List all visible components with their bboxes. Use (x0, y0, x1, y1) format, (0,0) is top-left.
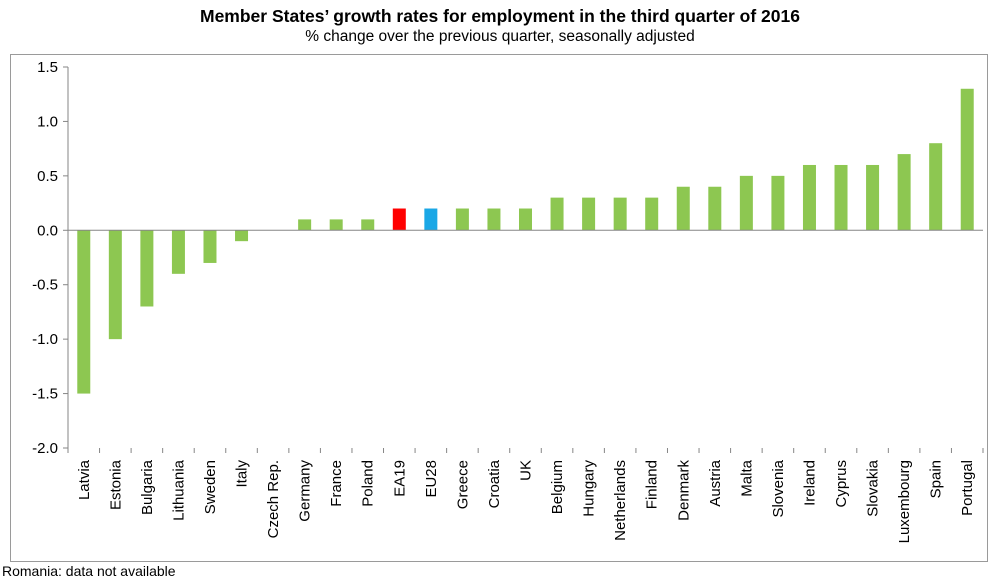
x-category-label: EU28 (423, 460, 440, 498)
bar-latvia (77, 230, 91, 394)
x-category-label: Portugal (959, 460, 976, 516)
chart-frame (10, 54, 988, 562)
bar-poland (361, 219, 375, 231)
bar-spain (929, 143, 943, 231)
x-axis-labels: Latvia Estonia Bulgaria Lithuania Sweden Ital… (76, 459, 976, 543)
x-category-label: France (328, 460, 345, 507)
x-category-label: Croatia (486, 459, 503, 508)
bar-eu28 (424, 208, 438, 231)
x-category-label: Bulgaria (139, 459, 156, 515)
bar-malta (739, 175, 753, 231)
x-category-label: Estonia (107, 459, 124, 510)
bar-lithuania (171, 230, 185, 274)
chart-title: Member States’ growth rates for employme… (200, 6, 800, 26)
footnote: Romania: data not available (2, 563, 176, 579)
x-category-label: Finland (644, 460, 661, 509)
bar-denmark (676, 186, 690, 231)
bar-hungary (582, 197, 596, 231)
y-tick-label: -1.5 (32, 386, 58, 403)
x-category-label: Poland (360, 460, 377, 507)
bar-croatia (487, 208, 501, 231)
y-tick-label: 0.0 (37, 222, 58, 239)
bar-germany (298, 219, 312, 231)
chart-subtitle: % change over the previous quarter, seas… (305, 28, 695, 45)
x-category-label: Latvia (76, 459, 93, 500)
y-tick-label: -0.5 (32, 277, 58, 294)
x-category-label: Austria (707, 459, 724, 506)
bar-bulgaria (140, 230, 154, 307)
bar-series (77, 88, 974, 394)
y-tick-label: 1.5 (37, 59, 58, 76)
x-category-label: UK (518, 460, 535, 481)
x-category-label: Slovakia (865, 459, 882, 516)
bar-uk (519, 208, 532, 231)
x-category-label: Italy (234, 460, 251, 488)
x-category-label: Spain (928, 460, 945, 498)
x-category-label: Slovenia (770, 459, 787, 517)
x-category-label: Czech Rep. (265, 460, 282, 538)
bar-france (329, 219, 343, 231)
y-tick-label: 0.5 (37, 168, 58, 185)
bar-sweden (203, 230, 217, 263)
x-category-label: Luxembourg (896, 460, 913, 543)
bar-ea19 (392, 208, 406, 231)
bar-finland (645, 197, 659, 231)
x-category-label: Germany (297, 460, 314, 522)
x-category-label: Greece (454, 460, 471, 509)
bar-netherlands (613, 197, 627, 231)
x-category-label: Denmark (675, 460, 692, 521)
x-category-label: Sweden (202, 460, 219, 514)
y-tick-label: -1.0 (32, 331, 58, 348)
bar-portugal (960, 88, 974, 231)
bar-ireland (802, 164, 816, 231)
bar-belgium (550, 197, 564, 231)
bar-slovakia (866, 164, 880, 231)
x-category-label: Lithuania (170, 459, 187, 521)
bar-italy (235, 230, 249, 242)
y-axis: 1.5 1.0 0.5 0.0 -0.5 -1.0 -1.5 -2.0 (32, 59, 69, 457)
x-category-label: EA19 (391, 460, 408, 497)
bar-cyprus (834, 164, 848, 231)
x-category-label: Malta (738, 459, 755, 496)
bar-slovenia (771, 175, 785, 231)
x-category-label: Cyprus (833, 460, 850, 508)
bar-luxembourg (897, 154, 911, 231)
y-tick-label: -2.0 (32, 440, 58, 457)
bar-estonia (108, 230, 122, 340)
bar-greece (455, 208, 469, 231)
x-axis (67, 229, 984, 453)
x-category-label: Belgium (549, 460, 566, 514)
x-category-label: Hungary (581, 460, 598, 517)
x-category-label: Ireland (801, 460, 818, 506)
y-tick-label: 1.0 (37, 113, 58, 130)
x-category-label: Netherlands (612, 460, 629, 541)
bar-austria (708, 186, 722, 231)
